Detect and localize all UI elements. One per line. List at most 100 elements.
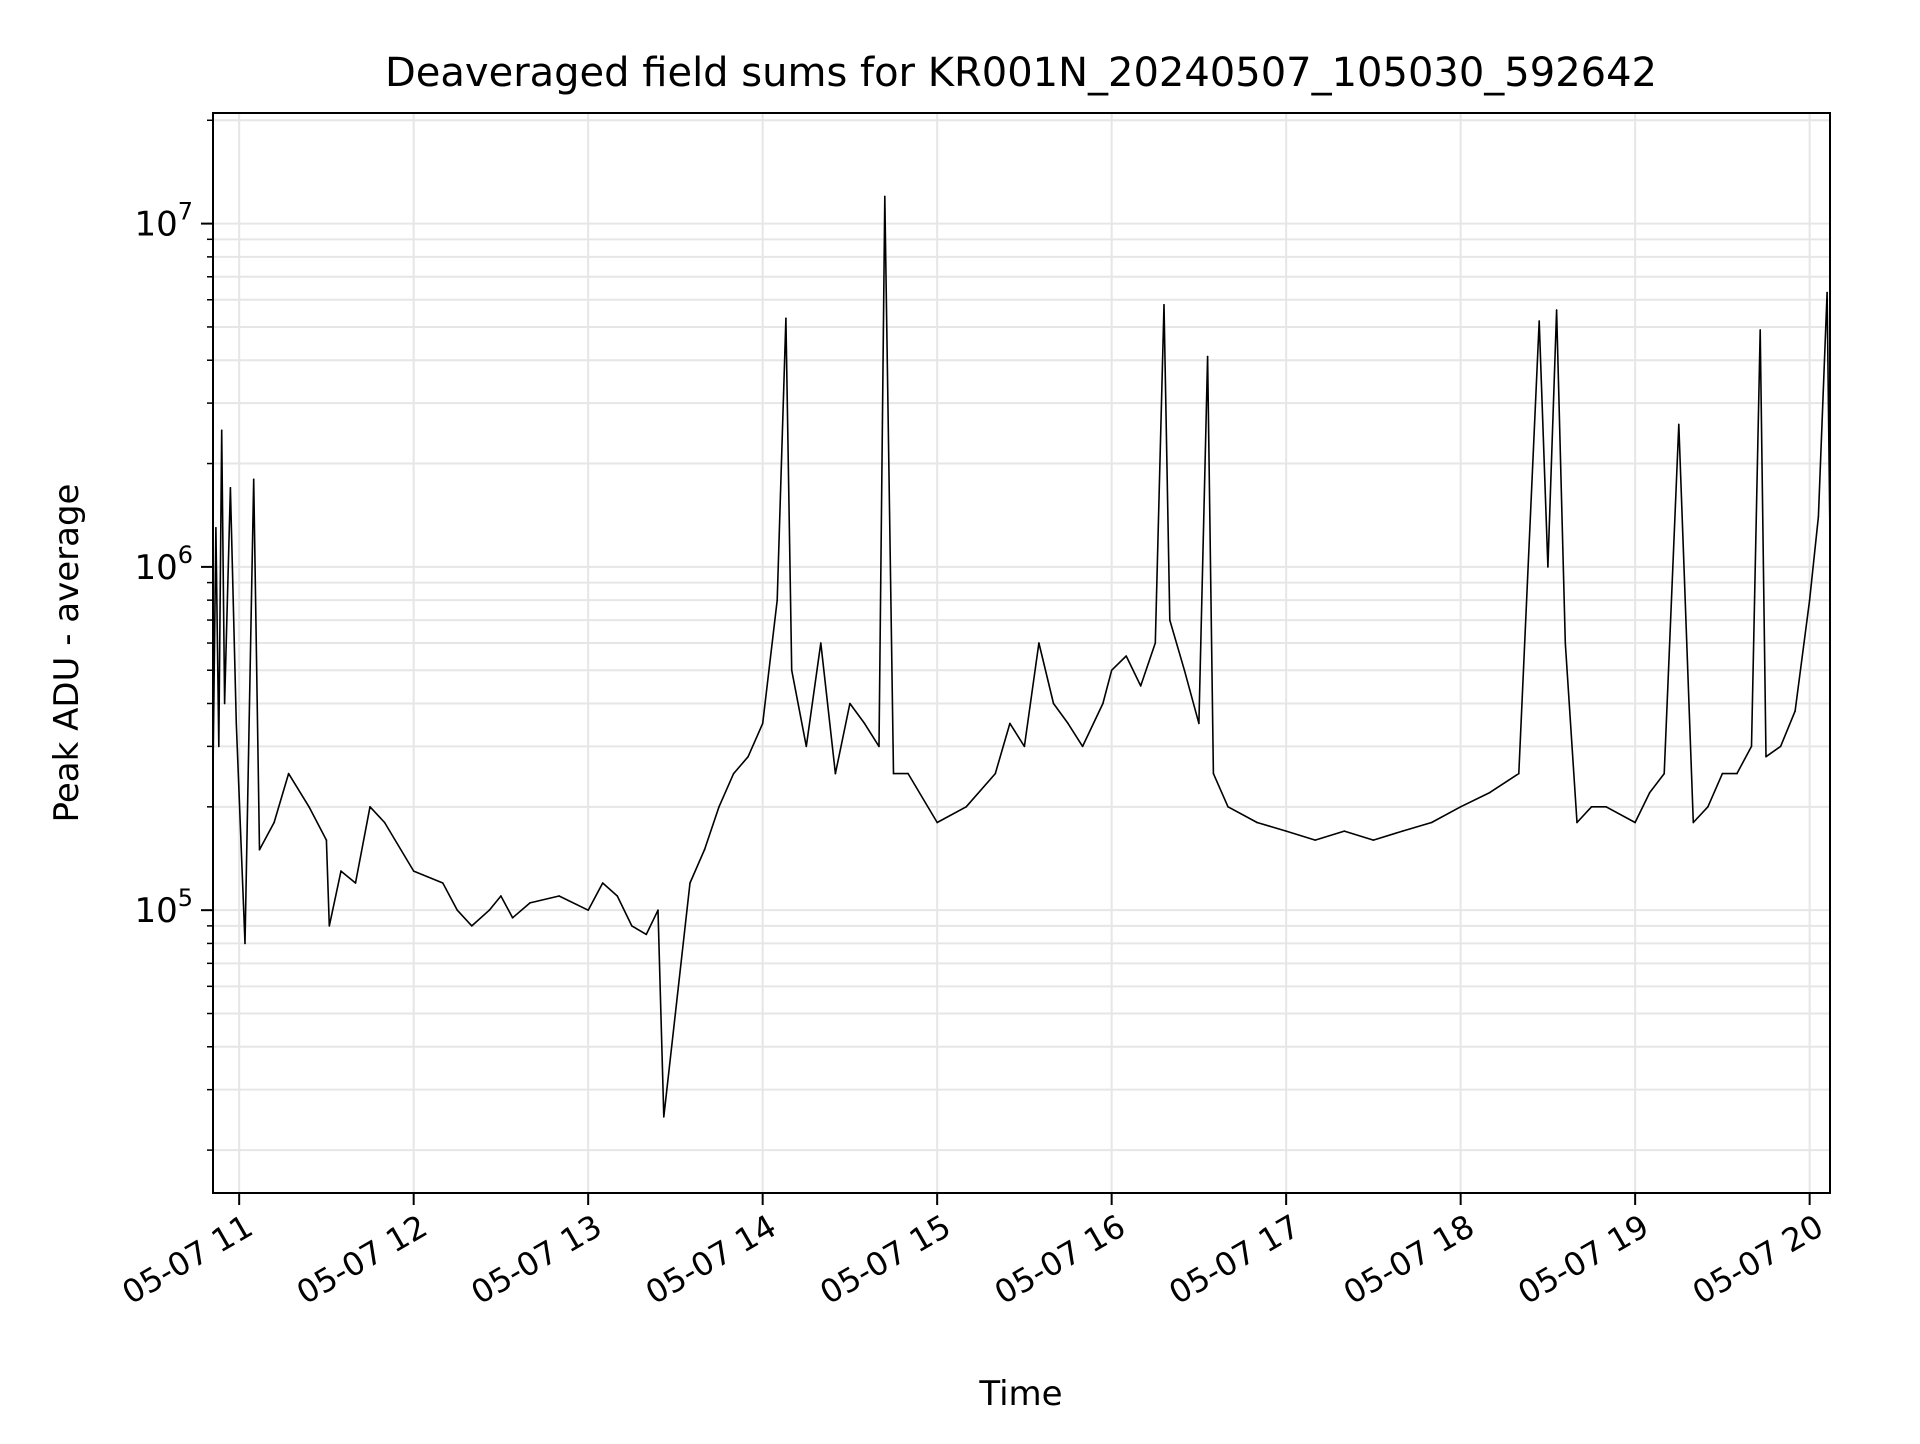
data-point bbox=[1564, 642, 1567, 644]
data-point bbox=[1009, 722, 1011, 725]
data-point bbox=[1227, 806, 1229, 808]
data-point bbox=[1256, 821, 1258, 824]
data-point bbox=[511, 917, 514, 919]
data-point bbox=[1125, 655, 1127, 657]
data-point bbox=[340, 870, 342, 872]
data-point bbox=[1759, 329, 1762, 331]
data-point bbox=[732, 772, 735, 775]
data-point bbox=[1518, 772, 1520, 775]
data-point bbox=[1488, 791, 1491, 794]
data-point bbox=[1163, 304, 1165, 306]
data-point bbox=[1817, 515, 1820, 518]
data-point bbox=[1677, 423, 1680, 426]
y-tick-label: 106 bbox=[134, 541, 193, 588]
data-point bbox=[805, 745, 808, 748]
data-point bbox=[1692, 821, 1695, 824]
data-point bbox=[1430, 821, 1433, 824]
y-tick-exponent: 5 bbox=[178, 884, 193, 912]
data-point bbox=[441, 882, 444, 884]
data-point bbox=[892, 772, 895, 775]
data-point bbox=[936, 821, 938, 824]
data-point bbox=[471, 925, 473, 927]
series-line bbox=[212, 195, 1831, 1118]
data-point bbox=[1663, 772, 1666, 775]
data-point bbox=[252, 478, 255, 481]
data-point bbox=[308, 806, 310, 808]
data-point bbox=[218, 745, 220, 748]
data-point bbox=[601, 882, 604, 884]
data-point bbox=[1110, 669, 1113, 672]
data-point bbox=[1590, 806, 1593, 808]
x-axis-label: Time bbox=[978, 1374, 1062, 1414]
data-point bbox=[616, 895, 619, 897]
data-point bbox=[456, 909, 459, 911]
plot-frame bbox=[212, 112, 1831, 1194]
data-point bbox=[761, 722, 764, 725]
data-point bbox=[849, 702, 851, 705]
data-point bbox=[383, 821, 386, 824]
data-point bbox=[657, 909, 659, 911]
data-point bbox=[1212, 772, 1215, 775]
data-point bbox=[878, 745, 880, 748]
y-tick-exponent: 7 bbox=[178, 198, 193, 226]
data-point bbox=[1372, 839, 1375, 841]
data-point bbox=[488, 909, 491, 911]
y-tick-label: 105 bbox=[134, 884, 193, 931]
data-point bbox=[703, 848, 706, 851]
data-point bbox=[1547, 566, 1549, 568]
data-point bbox=[1038, 642, 1040, 644]
data-point bbox=[689, 882, 691, 884]
data-point bbox=[1139, 685, 1142, 687]
data-point bbox=[776, 599, 779, 601]
y-tick-label: 107 bbox=[134, 198, 193, 245]
y-tick-exponent: 6 bbox=[178, 541, 193, 569]
data-point bbox=[244, 942, 246, 945]
data-point bbox=[645, 933, 648, 936]
data-point bbox=[412, 870, 415, 872]
data-point bbox=[1736, 772, 1738, 775]
y-tick-base: 10 bbox=[134, 205, 177, 245]
data-point bbox=[273, 821, 275, 824]
grid bbox=[213, 113, 1830, 1193]
data-point bbox=[1794, 710, 1796, 712]
data-point bbox=[1826, 291, 1828, 294]
data-point bbox=[1052, 702, 1055, 705]
data-point bbox=[258, 848, 261, 851]
data-point bbox=[884, 195, 886, 198]
data-point bbox=[558, 895, 560, 897]
data-point bbox=[1067, 722, 1069, 725]
data-point bbox=[328, 925, 331, 927]
data-point bbox=[1183, 669, 1186, 672]
data-point bbox=[994, 772, 997, 775]
data-point bbox=[965, 806, 968, 808]
chart-title: Deaveraged field sums for KR001N_2024050… bbox=[385, 50, 1657, 96]
data-point bbox=[1459, 806, 1462, 808]
data-point bbox=[1081, 745, 1084, 748]
y-axis-label: Peak ADU - average bbox=[47, 484, 87, 823]
data-point bbox=[1555, 309, 1558, 311]
data-point bbox=[1206, 355, 1209, 358]
data-point bbox=[834, 772, 837, 775]
data-point bbox=[1154, 642, 1157, 644]
data-point bbox=[1285, 830, 1287, 832]
data-point bbox=[1576, 821, 1578, 824]
data-point bbox=[1707, 806, 1709, 808]
data-point bbox=[1314, 839, 1317, 841]
data-point bbox=[820, 642, 822, 644]
data-point bbox=[1198, 722, 1200, 725]
data-point bbox=[662, 1116, 665, 1118]
data-point bbox=[1538, 320, 1540, 322]
data-point bbox=[235, 722, 238, 725]
data-point bbox=[718, 806, 720, 808]
data-point bbox=[587, 909, 589, 911]
data-point bbox=[500, 895, 502, 897]
data-point bbox=[287, 772, 290, 775]
data-point bbox=[220, 429, 223, 432]
data-point bbox=[1721, 772, 1724, 775]
data-point bbox=[229, 486, 232, 489]
data-point bbox=[1023, 745, 1026, 748]
data-point bbox=[785, 317, 787, 320]
data-point bbox=[1765, 755, 1767, 758]
data-point bbox=[630, 925, 633, 927]
